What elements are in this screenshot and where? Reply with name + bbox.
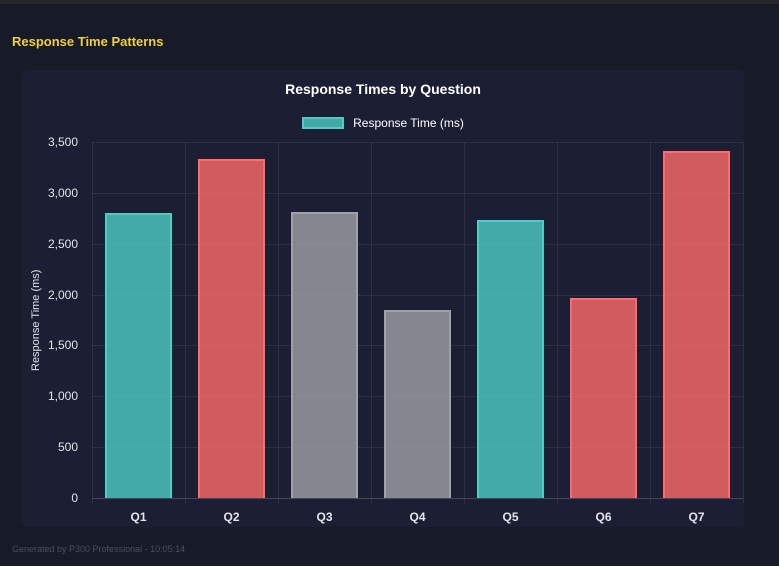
x-axis-labels: Q1 Q2 Q3 Q4 Q5 Q6 Q7: [92, 506, 743, 526]
gridline-h: [92, 192, 743, 194]
y-axis-labels: 0 500 1,000 1,500 2,000 2,500 3,000 3,500: [22, 135, 78, 505]
gridline-h: [92, 142, 743, 143]
gridline-v: [557, 142, 558, 503]
y-tick-label: 2,500: [47, 236, 78, 251]
gridline-v: [743, 142, 744, 503]
x-tick-label-Q1: Q1: [130, 510, 147, 524]
y-tick-label: 500: [57, 440, 78, 455]
bar-Q4[interactable]: [384, 310, 451, 498]
gridline-h: [92, 294, 743, 296]
x-tick-label-Q3: Q3: [316, 510, 333, 524]
gridline-v: [464, 142, 465, 503]
gridline-v: [92, 142, 93, 503]
x-tick-label-Q2: Q2: [223, 510, 240, 524]
legend-item[interactable]: Response Time (ms): [22, 116, 744, 130]
y-tick-label: 2,000: [47, 287, 78, 302]
chart-panel: Response Times by Question Response Time…: [22, 70, 744, 527]
y-tick-label: 1,500: [47, 338, 78, 353]
bar-Q7[interactable]: [663, 150, 730, 498]
y-tick-label: 1,000: [47, 389, 78, 404]
bar-Q5[interactable]: [477, 220, 544, 498]
bar-Q3[interactable]: [291, 211, 358, 498]
page-title: Response Time Patterns: [12, 34, 164, 49]
gridline-h: [92, 498, 743, 499]
top-strip: [0, 0, 779, 4]
chart-title: Response Times by Question: [285, 81, 481, 97]
gridline-v: [278, 142, 279, 503]
y-tick-label: 0: [71, 491, 78, 505]
bar-Q2[interactable]: [198, 158, 265, 498]
gridline-h: [92, 243, 743, 245]
footer-text: Generated by P300 Professional - 10:05:1…: [12, 544, 186, 554]
x-tick-label-Q4: Q4: [409, 510, 426, 524]
gridline-v: [650, 142, 651, 503]
gridline-v: [185, 142, 186, 503]
x-tick-label-Q7: Q7: [688, 510, 705, 524]
plot-area: [92, 142, 744, 503]
gridline-v: [371, 142, 372, 503]
bar-Q6[interactable]: [570, 297, 637, 498]
bar-Q1[interactable]: [105, 213, 172, 498]
y-tick-label: 3,000: [47, 185, 78, 200]
legend-swatch: [302, 117, 345, 129]
legend-label: Response Time (ms): [353, 116, 464, 130]
y-tick-label: 3,500: [47, 135, 78, 149]
x-tick-label-Q5: Q5: [502, 510, 519, 524]
x-tick-label-Q6: Q6: [595, 510, 612, 524]
